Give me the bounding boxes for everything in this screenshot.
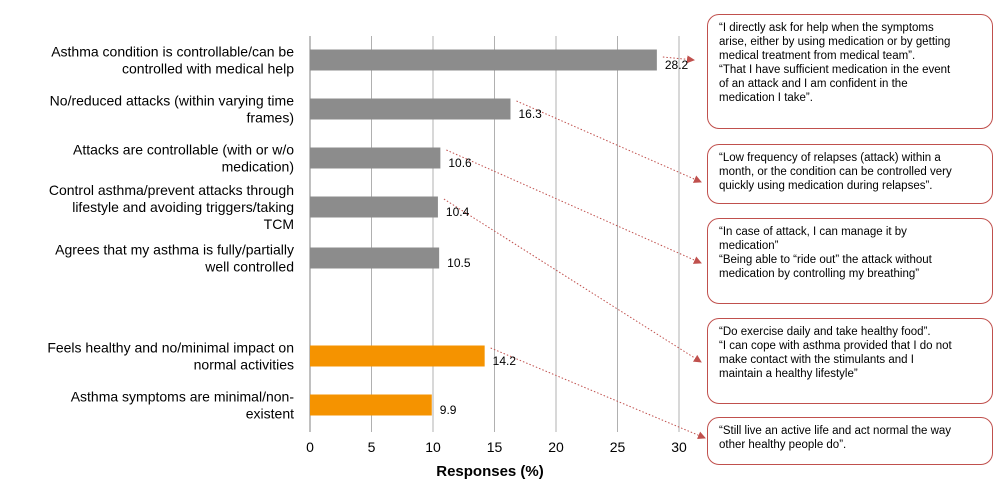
category-label: Asthma symptoms are minimal/non-existent: [71, 389, 295, 422]
value-label: 14.2: [493, 354, 517, 368]
x-tick-label: 15: [487, 439, 503, 455]
value-label: 28.2: [665, 58, 689, 72]
x-tick-label: 20: [548, 439, 564, 455]
value-label: 9.9: [440, 403, 457, 417]
quote-text: “Still live an active life and act norma…: [719, 425, 952, 451]
quote-callout: “In case of attack, I can manage it by m…: [707, 218, 993, 304]
x-tick-label: 0: [306, 439, 314, 455]
category-label: Control asthma/prevent attacks through li…: [49, 182, 294, 232]
value-label: 10.5: [447, 256, 471, 270]
quote-text: “Do exercise daily and take healthy food…: [719, 326, 952, 380]
bar: [310, 98, 511, 120]
value-label: 16.3: [518, 107, 542, 121]
x-tick-label: 25: [610, 439, 626, 455]
x-axis-title: Responses (%): [436, 463, 544, 480]
category-label: Agrees that my asthma is fully/partially…: [55, 242, 294, 275]
category-label: Feels healthy and no/minimal impact on no…: [47, 340, 294, 373]
quote-callout: “Do exercise daily and take healthy food…: [707, 318, 993, 404]
quote-callout: “Still live an active life and act norma…: [707, 417, 993, 465]
bar: [310, 49, 657, 71]
bar: [310, 196, 438, 218]
x-tick-label: 10: [425, 439, 441, 455]
connector-arrow: [446, 149, 702, 264]
connector-arrow: [516, 100, 702, 183]
quote-callout: “I directly ask for help when the sympto…: [707, 14, 993, 129]
quote-text: “I directly ask for help when the sympto…: [719, 22, 951, 104]
connector-arrow: [490, 347, 706, 439]
x-tick-label: 5: [368, 439, 376, 455]
x-tick-label: 30: [671, 439, 687, 455]
value-label: 10.6: [448, 156, 472, 170]
quote-callout: “Low frequency of relapses (attack) with…: [707, 144, 993, 204]
bar: [310, 247, 440, 269]
category-label: Asthma condition is controllable/can be c…: [51, 44, 294, 77]
quote-text: “Low frequency of relapses (attack) with…: [719, 152, 952, 192]
connector-arrow: [443, 198, 702, 363]
category-label: No/reduced attacks (within varying time f…: [50, 93, 295, 126]
bar: [310, 394, 432, 416]
value-label: 10.4: [446, 205, 470, 219]
category-label: Attacks are controllable (with or w/o med…: [73, 142, 294, 175]
bar: [310, 147, 441, 169]
quote-text: “In case of attack, I can manage it by m…: [719, 226, 932, 280]
bar: [310, 345, 485, 367]
